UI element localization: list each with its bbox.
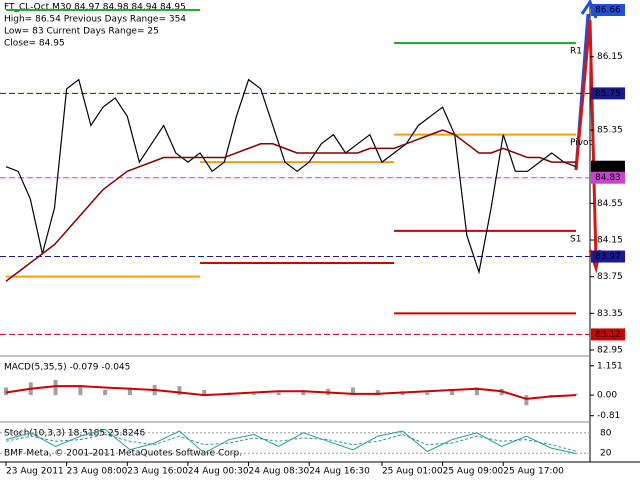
y-tick-label: 0.00	[597, 391, 617, 401]
pivot-label: R1	[570, 46, 582, 56]
macd-bar	[251, 393, 256, 396]
y-tick-label: 1.151	[597, 361, 623, 371]
chart-title: FT_CL-Oct,M30 84.97 84.98 84.94 84.95	[4, 3, 186, 13]
price-line	[5, 129, 576, 282]
panel-title: MACD(5,35,5) -0.079 -0.045	[4, 363, 130, 373]
y-tick-label: 82.95	[597, 346, 623, 356]
y-tick-label: 83.75	[597, 272, 623, 282]
macd-bar	[474, 387, 479, 396]
y-tick-label: 84.15	[597, 236, 623, 246]
macd-bar	[276, 392, 281, 396]
info-line: Low= 83 Current Days Range= 25	[4, 27, 159, 37]
signal-line	[5, 385, 577, 400]
level-box	[591, 328, 625, 341]
y-tick-label: 20	[600, 449, 612, 459]
level-label: 83.97	[595, 252, 621, 262]
macd-bar	[78, 384, 83, 396]
macd-bar	[4, 387, 8, 396]
x-tick-label: 24 Aug 08:30	[249, 467, 310, 477]
level-label: 86.66	[595, 6, 621, 16]
x-tick-label: 23 Aug 08:00	[67, 467, 128, 477]
pivot-label: Pivot	[570, 138, 593, 148]
x-tick-label: 23 Aug 16:00	[127, 467, 188, 477]
macd-bar	[103, 390, 108, 396]
price-line	[5, 78, 577, 275]
level-box	[591, 4, 625, 16]
stoch-line	[5, 433, 577, 452]
y-tick-label: 86.15	[597, 52, 623, 62]
x-tick-label: 25 Aug 09:00	[443, 467, 504, 477]
macd-bar	[425, 392, 430, 396]
level-box	[591, 250, 625, 263]
x-tick-label: 24 Aug 16:30	[309, 467, 370, 477]
y-tick-label: 84.55	[597, 199, 623, 209]
level-label: 85.75	[595, 89, 621, 99]
macd-bar	[202, 390, 207, 396]
y-tick-label: 80	[600, 428, 612, 438]
macd-bar	[524, 395, 529, 406]
level-label: 83.12	[595, 330, 621, 340]
level-label: 84.83	[595, 173, 621, 183]
macd-bar	[301, 390, 306, 396]
info-line: Close= 84.95	[4, 39, 65, 49]
panel-title: Stoch(10,3,3) 18.5185 25.8246	[4, 429, 145, 439]
level-box	[591, 87, 625, 100]
copyright: BMF-Meta, © 2001-2011 MetaQuotes Softwar…	[4, 449, 242, 459]
macd-bar	[53, 379, 58, 396]
info-line: High= 86.54 Previous Days Range= 354	[4, 15, 186, 25]
level-label: 84.95	[595, 162, 621, 172]
y-tick-label: -0.81	[597, 411, 620, 421]
level-box	[591, 171, 625, 184]
macd-bar	[177, 386, 182, 396]
level-box	[591, 160, 625, 173]
x-tick-label: 25 Aug 01:00	[382, 467, 443, 477]
x-tick-label: 25 Aug 17:00	[503, 467, 564, 477]
pivot-label: S1	[570, 234, 581, 244]
x-tick-label: 24 Aug 00:30	[188, 467, 249, 477]
macd-bar	[450, 390, 455, 396]
macd-bar	[574, 393, 578, 396]
macd-bar	[127, 387, 132, 396]
y-tick-label: 83.35	[597, 309, 623, 319]
macd-bar	[375, 390, 380, 396]
y-tick-label: 85.35	[597, 126, 623, 136]
macd-bar	[350, 387, 355, 396]
x-tick-label: 23 Aug 2011	[6, 467, 64, 477]
